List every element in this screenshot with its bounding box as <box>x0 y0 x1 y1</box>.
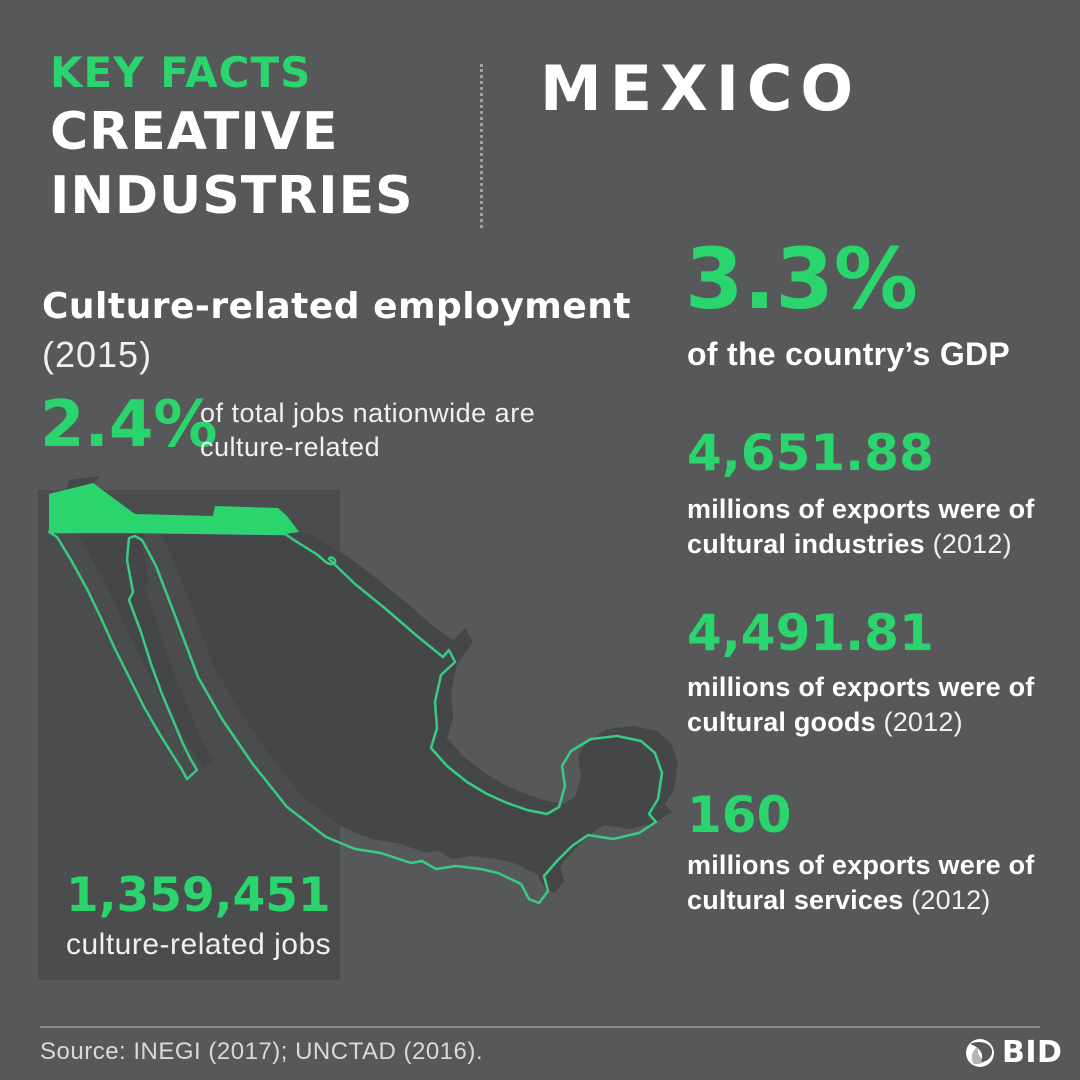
stat-desc-year: (2012) <box>911 885 991 915</box>
stat-cultural-goods-desc: millions of exports were of cultural goo… <box>687 670 1067 740</box>
dotted-divider <box>480 64 483 228</box>
source-text: Source: INEGI (2017); UNCTAD (2016). <box>40 1038 484 1065</box>
mexico-border-strip-highlight <box>49 483 299 534</box>
employment-perccritical-value: 2.4% <box>40 388 218 462</box>
stat-desc-line2: cultural industries <box>687 529 925 559</box>
stat-desc-line2: cultural goods <box>687 707 876 737</box>
jobs-label: culture-related jobs <box>66 928 332 961</box>
bid-logo-text: BID <box>1002 1034 1063 1070</box>
bid-leaf-icon <box>966 1039 994 1067</box>
employment-desc-line1: of total jobs nationwide are <box>200 398 536 428</box>
stat-desc-year: (2012) <box>932 529 1012 559</box>
stat-gdp-value: 3.3% <box>685 230 918 328</box>
stat-desc-year: (2012) <box>883 707 963 737</box>
mexico-map <box>47 476 678 905</box>
title-creative: CREATIVE <box>50 102 339 162</box>
bid-logo: BID <box>962 1034 1062 1070</box>
kicker-key-facts: KEY FACTS <box>50 48 312 97</box>
stat-cultural-industries-value: 4,651.88 <box>687 424 934 482</box>
stat-cultural-services-desc: millions of exports were of cultural ser… <box>687 848 1067 918</box>
stat-cultural-goods-value: 4,491.81 <box>687 604 934 662</box>
stat-cultural-industries-desc: millions of exports were of cultural ind… <box>687 492 1067 562</box>
employment-description: of total jobs nationwide are culture-rel… <box>200 396 535 464</box>
title-industries: INDUSTRIES <box>50 166 414 226</box>
country-title: MEXICO <box>540 52 862 125</box>
employment-heading: Culture-related employment <box>42 286 632 327</box>
stat-desc-line1: millions of exports were of <box>687 494 1035 524</box>
employment-desc-line2: culture-related <box>200 432 381 462</box>
stat-desc-line1: millions of exports were of <box>687 672 1035 702</box>
stat-cultural-services-value: 160 <box>687 786 792 844</box>
stat-gdp-label: of the country’s GDP <box>687 336 1011 372</box>
jobs-value: 1,359,451 <box>66 868 331 923</box>
mexico-map-outline <box>47 530 664 905</box>
mexico-map-silhouette <box>49 476 678 893</box>
employment-year: (2015) <box>42 334 153 375</box>
stat-desc-line2: cultural services <box>687 885 904 915</box>
stat-desc-line1: millions of exports were of <box>687 850 1035 880</box>
footer-divider-line <box>40 1026 1040 1028</box>
